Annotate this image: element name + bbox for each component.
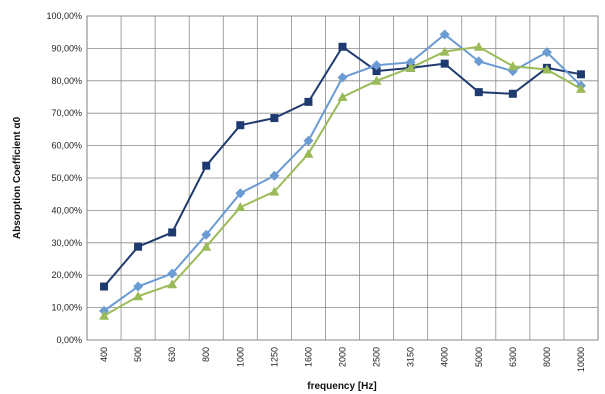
data-point-square (134, 242, 143, 251)
data-point-triangle (99, 310, 110, 320)
data-point-diamond (405, 57, 416, 68)
x-tick-label: 8000 (542, 347, 552, 367)
x-tick-label: 6300 (508, 347, 518, 367)
data-point-triangle (371, 75, 382, 85)
data-point-triangle (303, 148, 314, 158)
data-point-square (576, 70, 585, 79)
x-tick-label: 10000 (576, 347, 586, 372)
data-point-square (508, 89, 517, 98)
x-tick-label: 2500 (372, 347, 382, 367)
x-tick-label: 1000 (235, 347, 245, 367)
data-point-diamond (371, 60, 382, 71)
x-tick-label: 5000 (474, 347, 484, 367)
y-tick-label: 70,00% (51, 108, 82, 118)
y-tick-label: 40,00% (51, 205, 82, 215)
data-point-diamond (269, 170, 280, 181)
data-point-diamond (303, 135, 314, 146)
y-axis-ticks: 0,00% 10,00% 20,00% 30,00% 40,00% 50,00% 60,00… (46, 11, 82, 345)
data-point-diamond (541, 47, 552, 58)
data-point-triangle (337, 92, 348, 101)
data-point-diamond (473, 56, 484, 67)
data-point-square (338, 42, 347, 51)
series-3 (99, 41, 586, 320)
data-point-diamond (235, 188, 246, 199)
data-point-diamond (439, 29, 450, 40)
data-point-triangle (405, 62, 416, 72)
data-point-square (202, 161, 211, 170)
data-point-square (168, 228, 177, 237)
x-tick-label: 2000 (338, 347, 348, 367)
x-tick-label: 800 (201, 347, 211, 362)
x-tick-label: 4000 (440, 347, 450, 367)
data-point-triangle (507, 61, 518, 71)
data-point-triangle (167, 279, 178, 289)
data-point-square (304, 97, 313, 106)
data-point-diamond (201, 229, 212, 240)
data-point-triangle (235, 202, 246, 212)
y-tick-label: 90,00% (51, 43, 82, 53)
data-point-square (100, 282, 109, 291)
x-axis-ticks: 400 500 630 800 1000 1250 1600 2000 2500 3150 4000… (99, 347, 586, 372)
data-point-diamond (133, 281, 144, 292)
x-tick-label: 400 (99, 347, 109, 362)
data-point-diamond (337, 72, 348, 83)
data-point-triangle (439, 46, 450, 56)
data-point-diamond (167, 268, 178, 279)
series-group (99, 29, 586, 320)
y-tick-label: 80,00% (51, 76, 82, 86)
x-tick-label: 1250 (269, 347, 279, 367)
data-point-square (474, 88, 483, 97)
data-point-square (236, 121, 245, 130)
y-tick-label: 60,00% (51, 141, 82, 151)
y-axis-title: Absorption Coefficient α0 (12, 116, 23, 239)
data-point-triangle (575, 83, 586, 93)
x-axis-title: frequency [Hz] (307, 381, 376, 392)
data-point-triangle (541, 64, 552, 74)
data-point-triangle (133, 291, 144, 301)
data-point-square (440, 59, 449, 68)
data-point-square (372, 67, 381, 76)
y-tick-label: 50,00% (51, 173, 82, 183)
y-tick-label: 30,00% (51, 238, 82, 248)
data-point-square (270, 114, 279, 123)
y-tick-label: 20,00% (51, 270, 82, 280)
x-tick-label: 630 (167, 347, 177, 362)
data-point-triangle (473, 41, 484, 51)
x-tick-label: 1600 (303, 347, 313, 367)
y-tick-label: 10,00% (51, 303, 82, 313)
data-point-triangle (269, 186, 280, 196)
y-tick-label: 0,00% (56, 335, 82, 345)
x-tick-label: 3150 (406, 347, 416, 367)
x-tick-label: 500 (133, 347, 143, 362)
y-tick-label: 100,00% (46, 11, 82, 21)
data-point-triangle (201, 241, 212, 251)
